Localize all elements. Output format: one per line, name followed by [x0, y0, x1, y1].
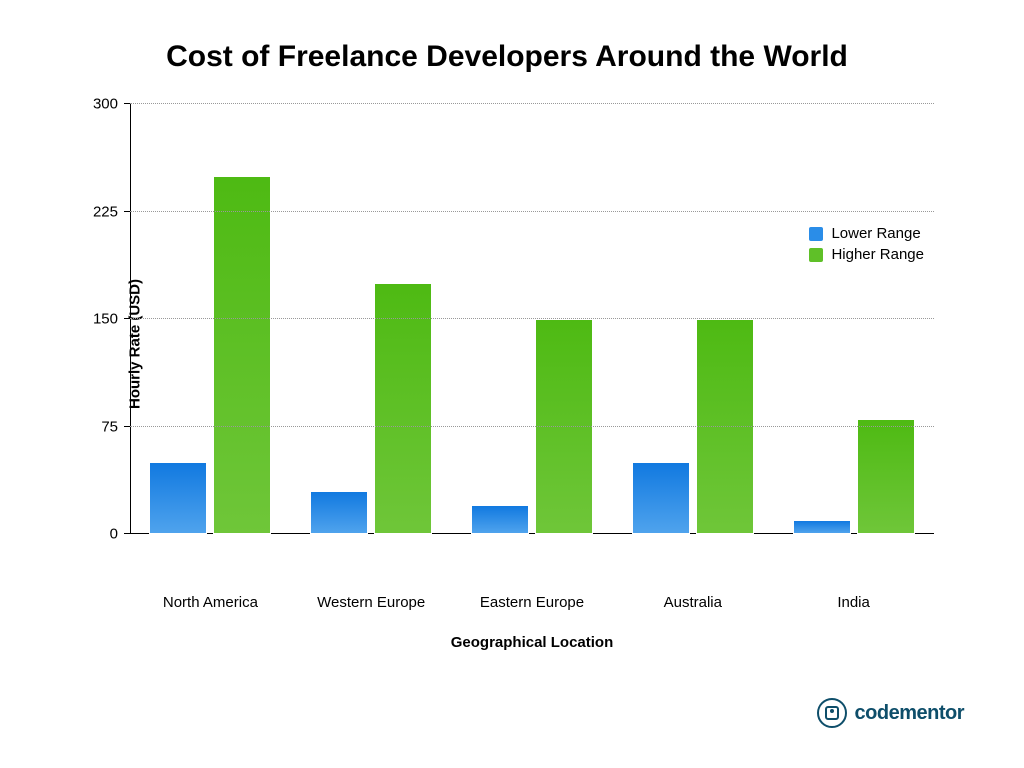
brand-icon — [817, 698, 847, 728]
gridline — [130, 211, 934, 212]
bar-higher-range — [535, 319, 593, 534]
legend-label: Lower Range — [831, 225, 920, 242]
legend-swatch — [809, 248, 823, 262]
brand-logo: codementor — [817, 698, 964, 728]
bar-lower-range — [471, 505, 529, 534]
legend-item: Higher Range — [809, 246, 924, 263]
y-tick — [124, 318, 130, 319]
bar-higher-range — [374, 283, 432, 534]
legend-item: Lower Range — [809, 225, 924, 242]
bar-group — [612, 104, 773, 534]
brand-text: codementor — [855, 702, 964, 725]
y-tick-label: 150 — [93, 311, 118, 328]
x-axis-title: Geographical Location — [130, 634, 934, 651]
chart-container: Cost of Freelance Developers Around the … — [0, 0, 1024, 768]
x-tick-label: Eastern Europe — [452, 594, 613, 611]
y-tick — [124, 533, 130, 534]
plot-area: 075150225300 — [130, 104, 934, 534]
x-labels: North AmericaWestern EuropeEastern Europ… — [130, 594, 934, 611]
legend-swatch — [809, 227, 823, 241]
legend: Lower Range Higher Range — [809, 225, 924, 267]
y-tick — [124, 103, 130, 104]
y-tick-label: 300 — [93, 96, 118, 113]
bar-higher-range — [213, 176, 271, 534]
bar-lower-range — [632, 462, 690, 534]
bars-row — [130, 104, 934, 534]
bar-group — [291, 104, 452, 534]
y-tick — [124, 426, 130, 427]
bar-group — [452, 104, 613, 534]
bar-group — [773, 104, 934, 534]
gridline — [130, 426, 934, 427]
gridline — [130, 103, 934, 104]
y-tick-label: 225 — [93, 203, 118, 220]
bar-lower-range — [793, 520, 851, 534]
y-tick-label: 75 — [101, 418, 118, 435]
chart-title: Cost of Freelance Developers Around the … — [50, 40, 964, 74]
plot-wrapper: Hourly Rate (USD) 075150225300 North Ame… — [130, 104, 934, 584]
bar-higher-range — [857, 419, 915, 534]
x-tick-label: Western Europe — [291, 594, 452, 611]
bar-group — [130, 104, 291, 534]
x-tick-label: India — [773, 594, 934, 611]
gridline — [130, 318, 934, 319]
y-tick-label: 0 — [110, 526, 118, 543]
bar-lower-range — [310, 491, 368, 534]
x-tick-label: Australia — [612, 594, 773, 611]
legend-label: Higher Range — [831, 246, 924, 263]
bar-higher-range — [696, 319, 754, 534]
x-tick-label: North America — [130, 594, 291, 611]
y-tick — [124, 211, 130, 212]
bar-lower-range — [149, 462, 207, 534]
